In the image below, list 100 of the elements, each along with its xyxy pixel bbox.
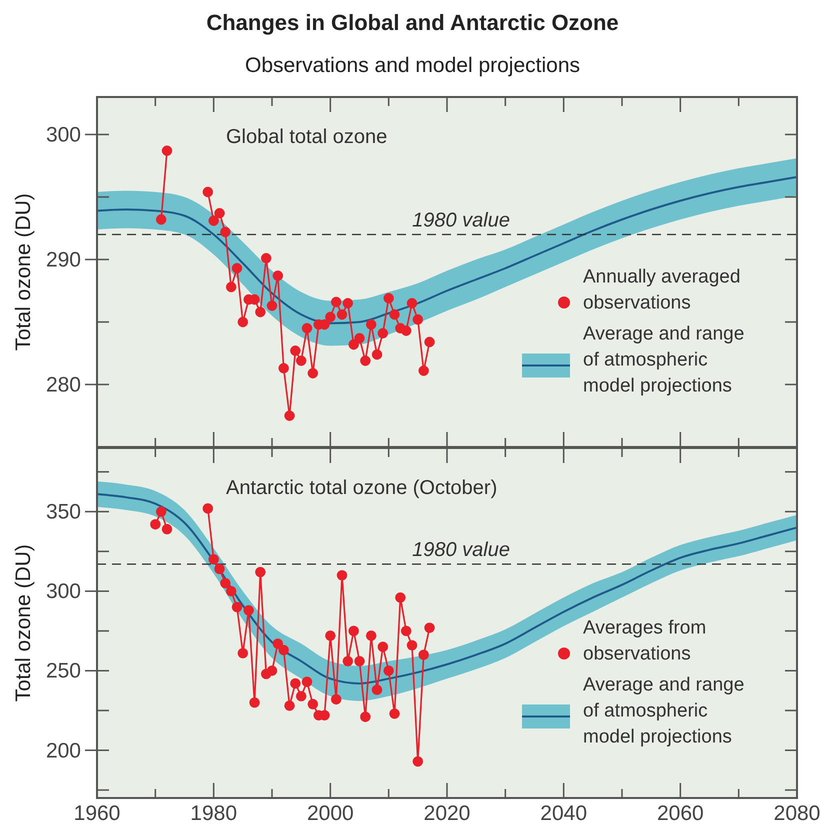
point (336, 570, 348, 580)
legend-label: Average and range of atmospheric model projections (583, 674, 744, 748)
point (366, 319, 376, 330)
point (260, 253, 272, 264)
point (348, 339, 359, 350)
point (354, 656, 365, 666)
ref-line-label: 1980 value (412, 210, 510, 232)
point (308, 368, 318, 378)
point (156, 214, 166, 225)
point (383, 666, 394, 676)
point (150, 519, 161, 530)
point (383, 293, 394, 304)
point (266, 666, 278, 676)
y-tick-label: 280 (46, 374, 81, 396)
point (243, 605, 254, 616)
ref-line-label: 1980 value (412, 539, 510, 562)
point (249, 697, 260, 708)
point (302, 676, 312, 688)
point (418, 650, 429, 660)
x-tick-label: 2080 (774, 802, 820, 825)
chart-subtitle: Observations and model projections (244, 54, 580, 77)
point (389, 708, 400, 719)
point (162, 146, 172, 156)
point (406, 640, 418, 650)
x-tick-label: 2020 (424, 802, 470, 825)
y-axis-title: Total ozone (DU) (12, 544, 35, 702)
point (378, 642, 388, 652)
point (232, 263, 242, 274)
point (342, 298, 354, 308)
point (418, 366, 429, 376)
y-axis-title: Total ozone (DU) (12, 193, 35, 351)
point (290, 346, 301, 356)
point (284, 700, 295, 711)
point (156, 506, 166, 517)
point (400, 326, 412, 336)
point (232, 602, 242, 612)
point (272, 638, 284, 649)
point (412, 314, 424, 325)
point (372, 684, 382, 696)
point (348, 626, 359, 636)
point (302, 323, 312, 334)
point (238, 316, 248, 328)
y-tick-label: 250 (46, 660, 81, 683)
point (330, 694, 342, 705)
point (395, 592, 406, 603)
y-tick-label: 200 (46, 739, 81, 762)
point (284, 410, 295, 421)
legend-label: Average and range of atmospheric model projections (583, 324, 744, 396)
point (400, 626, 412, 636)
point (342, 656, 354, 666)
point (220, 578, 231, 588)
point (424, 622, 435, 633)
x-tick-label: 2000 (306, 802, 354, 825)
annotation: Antarctic total ozone (October) (226, 477, 498, 499)
point (296, 356, 306, 366)
point (208, 554, 219, 565)
point (226, 586, 236, 596)
x-tick-label: 2040 (540, 802, 588, 825)
point (360, 712, 371, 722)
x-tick-label: 2060 (656, 802, 704, 825)
point (162, 524, 172, 534)
point (278, 644, 289, 656)
point (202, 503, 214, 514)
y-tick-label: 290 (46, 248, 81, 272)
point (202, 186, 214, 198)
point (266, 300, 278, 311)
point (372, 349, 382, 360)
point (226, 282, 236, 292)
point (336, 309, 348, 320)
point (366, 630, 376, 641)
point (389, 309, 400, 320)
point (214, 208, 225, 218)
legend-label: Annually averaged observations (583, 266, 740, 314)
point (406, 298, 418, 308)
point (278, 363, 289, 374)
point (330, 296, 342, 308)
y-tick-label: 300 (46, 580, 81, 604)
point (424, 336, 435, 348)
point (378, 328, 388, 338)
point (238, 648, 248, 658)
point (308, 698, 318, 710)
legend-label: Averages from observations (583, 618, 706, 664)
y-tick-label: 300 (46, 124, 81, 146)
chart-title: Changes in Global and Antarctic Ozone (206, 10, 619, 35)
point (296, 690, 306, 702)
point (272, 270, 284, 281)
point (255, 566, 266, 578)
point (360, 356, 371, 366)
point (208, 216, 219, 226)
point (214, 564, 225, 574)
x-tick-label: 1980 (190, 802, 238, 825)
point (325, 312, 336, 322)
y-tick-label: 350 (46, 500, 81, 524)
annotation: Global total ozone (226, 126, 388, 148)
x-tick-label: 1960 (74, 802, 120, 825)
point (255, 306, 266, 318)
point (220, 226, 231, 238)
point (290, 678, 301, 689)
point (354, 333, 365, 344)
point (325, 630, 336, 641)
